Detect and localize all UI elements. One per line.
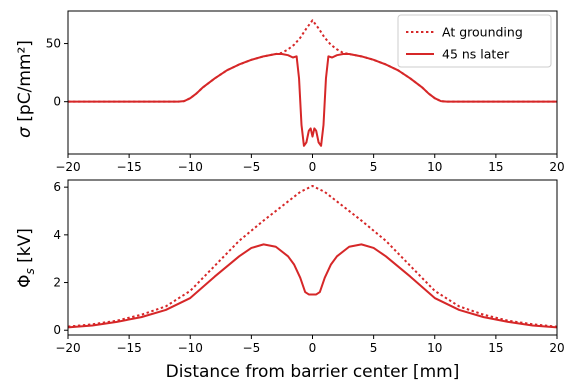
- phi-axes-frame: [67, 179, 558, 336]
- sigma-x-tick-label: 20: [549, 160, 564, 174]
- phi-x-tick-label: −5: [243, 341, 261, 355]
- phi-y-tick-label: 0: [53, 323, 61, 337]
- sigma-panel: −20 −15 −10 −5 0 5 10 15 20 0 50 σ [pC/mm²] At gr…: [15, 10, 565, 174]
- sigma-x-tick-label: 15: [488, 160, 503, 174]
- phi-x-tick-label: −15: [116, 341, 141, 355]
- legend-box: [397, 14, 552, 68]
- phi-series-group: [68, 184, 557, 329]
- legend-label-at-grounding: At grounding: [442, 25, 523, 40]
- phi-x-ticks: −20 −15 −10 −5 0 5 10 15 20: [55, 335, 565, 355]
- sigma-x-tick-label: −15: [116, 160, 141, 174]
- phi-x-tick-label: −20: [55, 341, 80, 355]
- phi-y-tick-label: 6: [53, 180, 61, 194]
- sigma-x-ticks: −20 −15 −10 −5 0 5 10 15 20: [55, 154, 565, 174]
- phi-y-tick-label: 4: [53, 228, 61, 242]
- sigma-y-tick-label: 0: [53, 95, 61, 109]
- phi-series-at-grounding-line: [68, 184, 557, 328]
- phi-x-tick-label: 0: [309, 341, 317, 355]
- sigma-y-ticks: 0 50: [46, 37, 68, 109]
- sigma-series-45ns-later-line: [68, 53, 557, 147]
- sigma-y-axis-label: σ [pC/mm²]: [15, 40, 35, 138]
- phi-x-tick-label: 5: [370, 341, 378, 355]
- phi-panel: −20 −15 −10 −5 0 5 10 15 20 0 2 4 6 Φs [kV] Distanc…: [15, 179, 565, 382]
- phi-x-tick-label: −10: [178, 341, 203, 355]
- sigma-x-tick-label: −5: [243, 160, 261, 174]
- phi-series-45ns-later-line: [68, 243, 557, 329]
- sigma-x-tick-label: −20: [55, 160, 80, 174]
- phi-y-tick-label: 2: [53, 276, 61, 290]
- x-axis-label: Distance from barrier center [mm]: [166, 362, 460, 382]
- sigma-x-tick-label: −10: [178, 160, 203, 174]
- sigma-series-group: [68, 19, 557, 147]
- phi-x-tick-label: 15: [488, 341, 503, 355]
- phi-x-tick-label: 20: [549, 341, 564, 355]
- sigma-x-tick-label: 0: [309, 160, 317, 174]
- legend-label-45ns-later: 45 ns later: [442, 47, 510, 62]
- phi-y-axis-label: Φs [kV]: [15, 228, 37, 288]
- sigma-y-tick-label: 50: [46, 37, 61, 51]
- phi-x-tick-label: 10: [427, 341, 442, 355]
- phi-y-ticks: 0 2 4 6: [53, 180, 68, 337]
- sigma-x-tick-label: 10: [427, 160, 442, 174]
- sigma-x-tick-label: 5: [370, 160, 378, 174]
- legend: At grounding 45 ns later: [397, 14, 552, 68]
